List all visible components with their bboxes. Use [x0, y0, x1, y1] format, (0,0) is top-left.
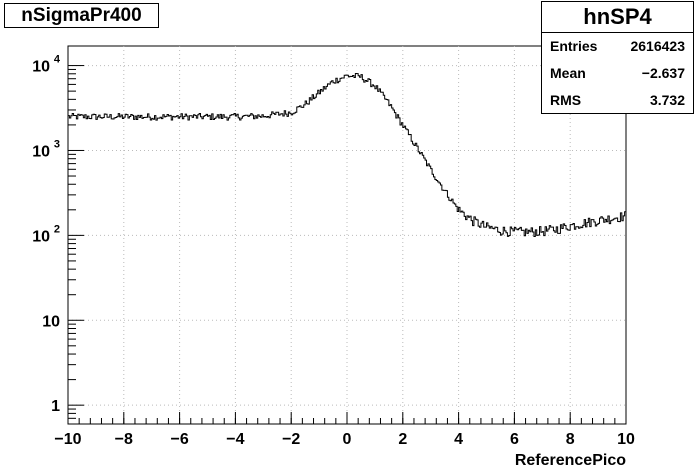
stats-entries: Entries 2616423 — [542, 33, 693, 60]
x-tick-label: 2 — [398, 431, 407, 448]
rms-value: 3.732 — [649, 92, 685, 108]
x-axis-title: ReferencePico — [514, 452, 626, 469]
x-tick-label: −4 — [226, 431, 244, 448]
stats-rms: RMS 3.732 — [542, 87, 693, 114]
entries-label: Entries — [550, 38, 598, 54]
x-tick-label: −8 — [115, 431, 133, 448]
x-tick-label: 4 — [454, 431, 463, 448]
x-tick-label: 6 — [510, 431, 519, 448]
stats-box: hnSP4 Entries 2616423 Mean −2.637 RMS 3.… — [541, 1, 694, 114]
y-tick-exponent: 2 — [54, 223, 60, 235]
x-tick-label: 10 — [617, 431, 635, 448]
histogram-title: nSigmaPr400 — [4, 3, 159, 28]
rms-label: RMS — [550, 92, 582, 108]
x-tick-label: −2 — [282, 431, 300, 448]
x-tick-label: −10 — [54, 431, 81, 448]
mean-label: Mean — [550, 65, 586, 81]
grid — [68, 46, 626, 424]
x-axis-labels: −10 −8 −6 −4 −2 0 2 4 6 8 10 — [54, 431, 635, 448]
y-tick-exponent: 3 — [54, 138, 60, 150]
y-tick-exponent: 4 — [54, 54, 61, 66]
stats-mean: Mean −2.637 — [542, 60, 693, 87]
y-tick-label: 10 — [42, 313, 60, 330]
stats-name: hnSP4 — [542, 2, 693, 33]
y-tick-label: 10 — [32, 228, 50, 245]
axis-ticks — [67, 65, 627, 425]
mean-value: −2.637 — [641, 65, 685, 81]
y-tick-label: 1 — [51, 398, 60, 415]
entries-value: 2616423 — [630, 38, 685, 54]
x-tick-label: 0 — [343, 431, 352, 448]
y-tick-label: 10 — [32, 59, 50, 76]
x-tick-label: 8 — [566, 431, 575, 448]
y-axis-labels: 1 10 10 2 10 3 10 4 — [32, 54, 61, 416]
histogram-line — [68, 73, 626, 238]
y-tick-label: 10 — [32, 143, 50, 160]
x-tick-label: −6 — [170, 431, 188, 448]
